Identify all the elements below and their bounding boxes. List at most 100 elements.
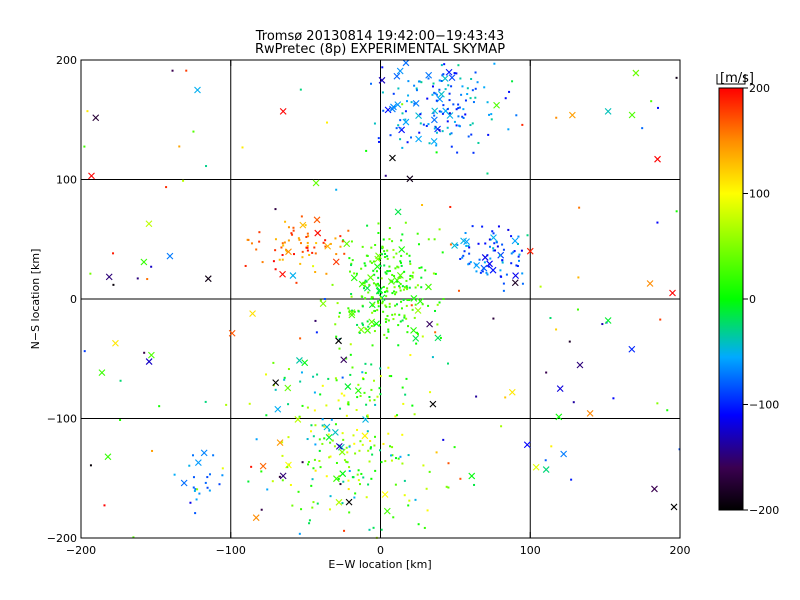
scatter-point-north	[445, 68, 453, 76]
scatter-point-south	[265, 414, 268, 417]
scatter-point-east	[502, 282, 505, 285]
scatter-point-east	[488, 245, 491, 248]
scatter-point-center	[348, 310, 351, 313]
scatter-point-center	[416, 284, 419, 287]
scatter-point-center	[378, 257, 381, 260]
scatter-point-north	[438, 90, 445, 98]
scatter-point-center	[331, 283, 334, 286]
scatter-point-north	[452, 103, 455, 106]
scatter-point-west-upper	[308, 253, 311, 256]
scatter-point-south	[248, 402, 251, 405]
scatter-point-south	[364, 362, 367, 365]
scatter-point-south	[337, 477, 340, 480]
scatter-point-south	[358, 449, 361, 452]
scatter-point-north	[448, 99, 451, 102]
scatter-point-north	[433, 127, 436, 130]
scatter-point-center	[372, 269, 375, 272]
scatter-point-background	[299, 337, 302, 340]
scatter-point-background	[132, 536, 135, 539]
scatter-point-north	[425, 124, 428, 127]
scatter-point-background	[136, 277, 139, 280]
scatter-point-center	[427, 304, 430, 307]
scatter-point-center	[382, 238, 385, 241]
colorbar-tick-label: −100	[749, 399, 779, 412]
scatter-point-south	[297, 490, 300, 493]
scatter-point-background	[119, 379, 122, 382]
scatter-point-center	[400, 300, 403, 303]
scatter-point-south	[404, 393, 407, 396]
scatter-point-north	[431, 85, 434, 88]
scatter-point-south	[330, 418, 333, 421]
scatter-point-center	[379, 264, 382, 267]
scatter-point-east	[521, 282, 524, 285]
scatter-point-south	[365, 403, 368, 406]
scatter-point-marked	[628, 111, 636, 119]
scatter-point-southwest	[200, 449, 208, 457]
scatter-point-west-upper	[290, 232, 293, 235]
scatter-point-marked	[140, 258, 148, 266]
scatter-point-south	[362, 476, 365, 479]
scatter-point-east	[474, 263, 477, 266]
scatter-point-center	[373, 309, 376, 312]
scatter-point-south	[346, 461, 349, 464]
scatter-point-south	[286, 466, 289, 469]
scatter-point-center	[364, 297, 367, 300]
scatter-point-south	[313, 458, 316, 461]
scatter-point-west-upper	[311, 251, 314, 254]
scatter-point-marked	[104, 453, 112, 461]
scatter-point-background	[146, 278, 149, 281]
scatter-point-east	[517, 235, 520, 238]
scatter-point-southwest	[193, 489, 196, 492]
scatter-point-north	[435, 131, 438, 134]
scatter-point-west-upper	[297, 237, 300, 240]
scatter-point-background	[171, 69, 174, 72]
scatter-point-north	[382, 109, 385, 112]
scatter-point-background	[340, 356, 348, 364]
scatter-point-center	[409, 260, 412, 263]
scatter-point-center	[353, 272, 356, 275]
scatter-point-background	[545, 371, 548, 374]
scatter-point-south	[392, 516, 395, 519]
x-axis-ticks: −200 −100 0 100 200	[66, 60, 691, 557]
scatter-point-south	[308, 519, 311, 522]
scatter-point-marked	[604, 317, 612, 324]
scatter-point-center	[400, 264, 403, 267]
scatter-point-marked	[272, 379, 280, 387]
scatter-point-southwest	[208, 489, 211, 492]
scatter-point-south	[347, 488, 350, 491]
scatter-point-east	[486, 260, 493, 268]
scatter-point-background	[249, 310, 256, 317]
x-axis-label: E−W location [km]	[328, 558, 431, 571]
y-axis-label: N−S location [km]	[29, 249, 42, 350]
scatter-point-background	[434, 331, 437, 334]
scatter-point-south	[312, 435, 315, 438]
scatter-point-south	[356, 428, 359, 431]
scatter-point-center	[410, 327, 417, 334]
scatter-point-center	[393, 275, 396, 278]
scatter-point-background	[492, 317, 495, 320]
scatter-point-south	[373, 399, 376, 402]
scatter-point-south	[362, 378, 365, 381]
scatter-point-background	[473, 483, 476, 486]
scatter-point-background	[89, 464, 92, 467]
scatter-point-center	[375, 252, 382, 260]
scatter-point-south	[345, 446, 348, 449]
scatter-point-south	[328, 456, 331, 459]
scatter-point-center	[384, 271, 387, 274]
scatter-point-north	[431, 107, 439, 115]
chart-subtitle: RwPretec (8p) EXPERIMENTAL SKYMAP	[255, 42, 505, 57]
scatter-point-south	[300, 508, 303, 511]
scatter-point-background	[143, 351, 146, 354]
scatter-point-north	[440, 110, 443, 113]
scatter-point-south	[323, 437, 326, 440]
scatter-point-south	[323, 425, 326, 428]
scatter-point-south	[255, 438, 258, 441]
scatter-point-north	[397, 124, 400, 127]
scatter-point-center	[387, 278, 395, 285]
scatter-point-north	[381, 91, 384, 94]
scatter-point-center	[370, 325, 373, 328]
scatter-point-west-upper	[334, 237, 337, 240]
scatter-point-north	[441, 75, 449, 82]
scatter-point-south	[333, 445, 336, 448]
